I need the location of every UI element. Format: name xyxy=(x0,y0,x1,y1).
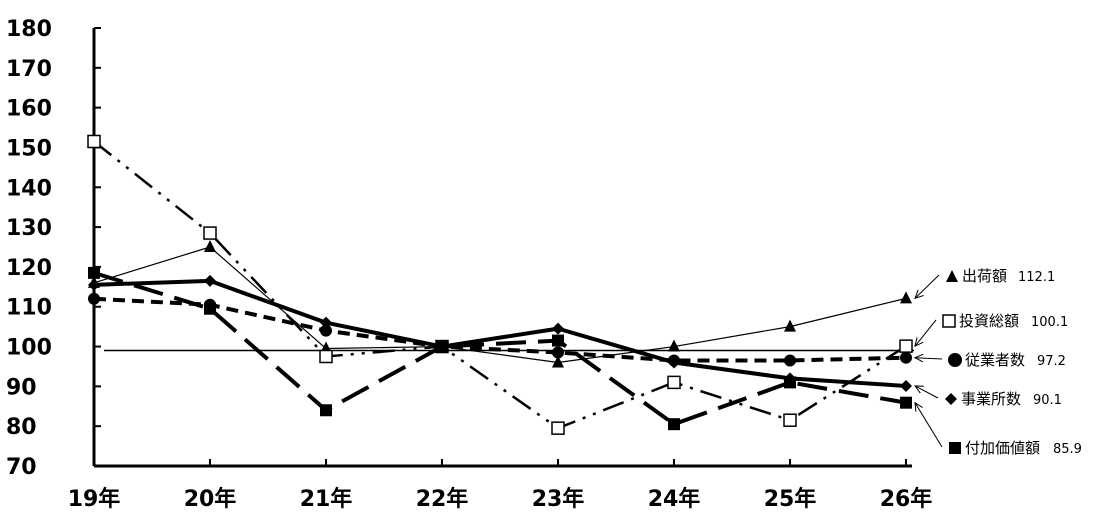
x-tick-label: 21年 xyxy=(300,486,353,512)
y-tick-label: 100 xyxy=(6,336,52,361)
legend-series-name: 出荷額 xyxy=(962,267,1007,285)
data-point-circle xyxy=(552,346,564,359)
data-point-filled-square xyxy=(784,376,796,389)
legend-marker-open-square xyxy=(942,314,956,328)
legend-marker-filled-square xyxy=(949,442,961,454)
legend-series-value: 85.9 xyxy=(1053,442,1082,457)
y-tick-label: 170 xyxy=(6,57,52,82)
legend: 出荷額 112.1 投資総額 100.1 従業者数 97.2 事業所数 90.1 付加価値額 85… xyxy=(913,267,1082,457)
legend-series-name: 従業者数 xyxy=(965,351,1025,369)
x-tick-label: 26年 xyxy=(880,486,933,512)
x-tick-label: 22年 xyxy=(416,486,469,512)
series-line-5 xyxy=(93,270,907,427)
series-line-4 xyxy=(93,278,907,388)
x-tick-label: 23年 xyxy=(532,486,585,512)
x-tick-label: 24年 xyxy=(648,486,701,512)
data-point-triangle xyxy=(784,319,796,332)
data-point-circle xyxy=(784,354,796,367)
data-point-diamond xyxy=(320,316,332,329)
y-tick-label: 120 xyxy=(6,256,52,281)
legend-leader-line xyxy=(914,402,943,448)
legend-marker-diamond xyxy=(945,393,957,405)
series-markers xyxy=(87,134,913,435)
data-point-circle xyxy=(320,324,332,337)
series-line-3 xyxy=(93,296,907,363)
y-tick-label: 140 xyxy=(6,176,52,201)
data-point-filled-square xyxy=(552,334,564,347)
legend-leader-line xyxy=(914,385,939,399)
data-point-triangle xyxy=(552,355,564,368)
legend-arrowhead xyxy=(914,289,924,300)
y-tick-label: 150 xyxy=(6,136,52,161)
data-point-diamond xyxy=(204,274,216,287)
data-point-circle xyxy=(900,351,912,364)
x-tick-label: 19年 xyxy=(68,486,121,512)
legend-leader-line xyxy=(914,274,940,299)
y-tick-label: 130 xyxy=(6,216,52,241)
legend-series-name: 投資総額 xyxy=(959,312,1019,330)
data-point-diamond xyxy=(552,322,564,335)
data-point-open-square xyxy=(203,226,217,240)
data-point-diamond xyxy=(88,278,100,291)
axes: 70 80 90 100 110 120 130 140 150 160 170 180 19年 20年 2… xyxy=(6,17,932,512)
legend-series-value: 97.2 xyxy=(1037,354,1066,369)
data-point-triangle xyxy=(668,339,680,352)
series-line-1 xyxy=(93,246,907,364)
data-point-filled-square xyxy=(204,302,216,315)
data-point-open-square xyxy=(783,413,797,427)
data-point-filled-square xyxy=(668,418,680,431)
legend-arrowhead xyxy=(914,401,923,412)
data-point-filled-square xyxy=(88,266,100,279)
data-point-open-square xyxy=(551,421,565,435)
legend-leader-line xyxy=(914,319,937,347)
data-point-open-square xyxy=(667,375,681,390)
legend-arrowhead xyxy=(914,337,924,348)
series-lines xyxy=(93,140,907,430)
y-tick-label: 180 xyxy=(6,17,52,42)
x-tick-label: 20年 xyxy=(184,486,237,512)
legend-series-value: 100.1 xyxy=(1031,315,1068,330)
data-point-triangle xyxy=(900,291,912,304)
data-point-filled-square xyxy=(900,396,912,409)
legend-series-name: 事業所数 xyxy=(961,390,1021,408)
legend-leader-line xyxy=(914,357,943,360)
series-line-2 xyxy=(93,140,907,430)
y-tick-label: 90 xyxy=(6,375,37,400)
legend-marker-circle xyxy=(948,353,962,367)
data-point-diamond xyxy=(668,356,680,369)
y-tick-label: 110 xyxy=(6,296,52,321)
legend-arrowhead xyxy=(913,385,925,394)
legend-series-name: 付加価値額 xyxy=(965,439,1040,457)
y-tick-label: 160 xyxy=(6,97,52,122)
data-point-filled-square xyxy=(320,404,332,417)
data-point-open-square xyxy=(87,134,101,149)
legend-arrowhead xyxy=(913,353,924,363)
x-tick-label: 25年 xyxy=(764,486,817,512)
data-point-open-square xyxy=(319,349,333,364)
legend-series-value: 90.1 xyxy=(1033,393,1062,408)
data-point-open-square xyxy=(899,339,913,353)
data-point-diamond xyxy=(900,379,912,392)
y-tick-label: 70 xyxy=(6,455,37,480)
legend-marker-triangle xyxy=(946,270,958,282)
data-point-filled-square xyxy=(436,340,448,353)
data-point-triangle xyxy=(204,240,216,252)
y-tick-label: 80 xyxy=(6,415,37,440)
data-point-circle xyxy=(88,292,100,305)
legend-series-value: 112.1 xyxy=(1018,270,1055,285)
